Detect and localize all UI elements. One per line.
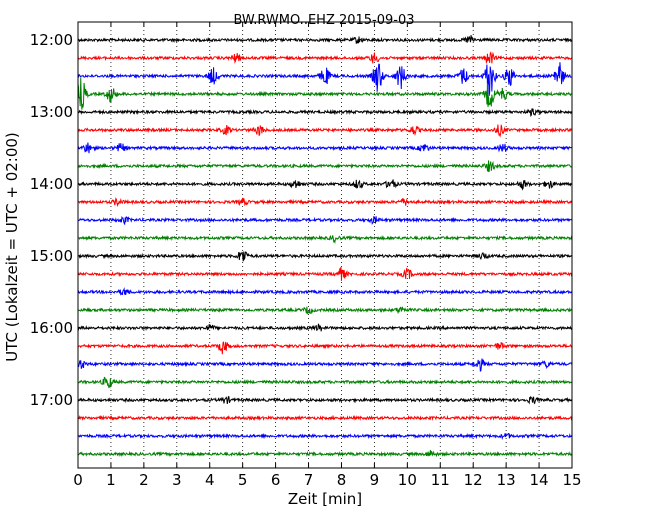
x-axis: 0 1 2 3 4 5 6 7 8 9 10 11 12 13 14 15 xyxy=(73,22,582,489)
x-tick-label: 0 xyxy=(73,471,83,489)
trace-1345 xyxy=(77,160,573,173)
trace-1415 xyxy=(77,197,573,208)
y-tick-label: 15:00 xyxy=(30,247,73,265)
x-axis-label: Zeit [min] xyxy=(288,490,362,508)
trace-1315 xyxy=(77,124,573,138)
trace-1300 xyxy=(77,108,573,118)
trace-1600 xyxy=(77,323,573,332)
trace-1545 xyxy=(77,306,573,315)
grid-lines xyxy=(110,22,540,468)
plot-frame xyxy=(77,21,573,469)
x-tick-label: 15 xyxy=(562,471,581,489)
x-tick-label: 14 xyxy=(530,471,549,489)
y-tick-label: 14:00 xyxy=(30,175,73,193)
x-tick-label: 11 xyxy=(431,471,450,489)
x-tick-label: 9 xyxy=(370,471,380,489)
x-tick-label: 3 xyxy=(172,471,182,489)
trace-1430 xyxy=(77,215,573,226)
y-tick-label: 16:00 xyxy=(30,319,73,337)
x-tick-label: 1 xyxy=(106,471,116,489)
x-tick-label: 7 xyxy=(304,471,314,489)
y-tick-label: 13:00 xyxy=(30,103,73,121)
y-axis: 12:00 13:00 14:00 15:00 16:00 17:00 xyxy=(30,31,572,409)
trace-1715 xyxy=(77,414,573,422)
trace-1530 xyxy=(77,287,573,296)
trace-1500 xyxy=(77,251,573,262)
trace-1215 xyxy=(77,51,573,65)
x-tick-label: 8 xyxy=(337,471,347,489)
x-tick-label: 4 xyxy=(205,471,215,489)
x-tick-label: 6 xyxy=(271,471,281,489)
trace-1230 xyxy=(77,62,573,97)
trace-1245 xyxy=(77,77,573,110)
x-tick-label: 13 xyxy=(497,471,516,489)
trace-1645 xyxy=(77,376,573,389)
chart-title: BW.RWMO..EHZ 2015-09-03 xyxy=(233,13,414,28)
trace-1700 xyxy=(77,395,573,405)
y-tick-label: 17:00 xyxy=(30,391,73,409)
trace-lines xyxy=(77,35,573,458)
trace-1730 xyxy=(77,432,573,440)
x-tick-label: 2 xyxy=(139,471,149,489)
y-axis-label: UTC (Lokalzeit = UTC + 02:00) xyxy=(3,132,21,362)
x-tick-label: 10 xyxy=(398,471,417,489)
trace-1445 xyxy=(77,234,573,245)
trace-1515 xyxy=(77,266,573,281)
trace-1200 xyxy=(77,35,573,44)
trace-1330 xyxy=(77,142,573,154)
trace-1400 xyxy=(77,179,573,191)
trace-1745 xyxy=(77,450,573,458)
x-tick-label: 5 xyxy=(238,471,248,489)
trace-1615 xyxy=(77,341,573,355)
y-tick-label: 12:00 xyxy=(30,31,73,49)
trace-1630 xyxy=(77,358,573,372)
x-tick-label: 12 xyxy=(464,471,483,489)
